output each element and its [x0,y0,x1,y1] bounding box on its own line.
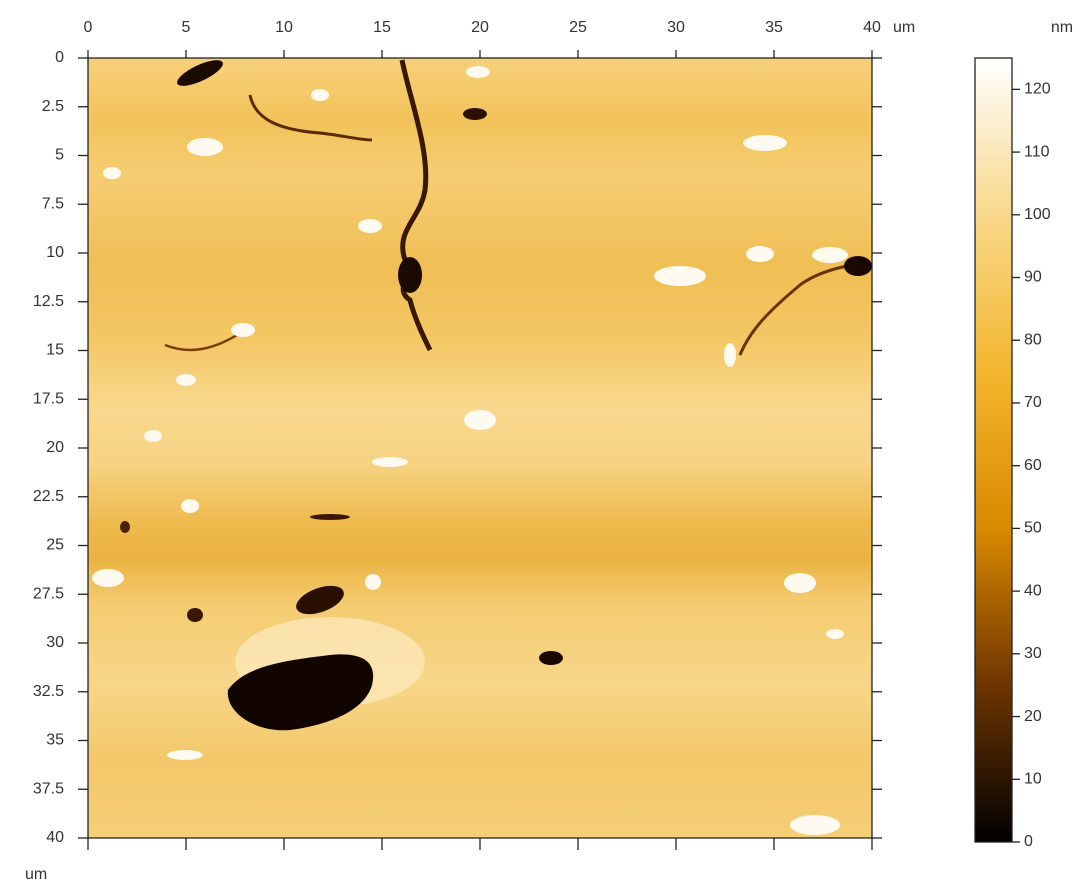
y-tick-label: 40 [46,829,64,846]
y-tick-label: 17.5 [33,390,64,407]
chart: um um nm 0 5 10 15 20 25 30 35 40 0 2.5 5 7.5 10 12.5 1… [0,0,1086,885]
colorbar-tick-label: 30 [1024,645,1042,662]
colorbar-tick-label: 120 [1024,81,1051,98]
y-tick-label: 22.5 [33,488,64,505]
x-tick-label: 35 [765,19,783,36]
y-tick-label: 12.5 [33,293,64,310]
colorbar-tick-label: 10 [1024,770,1042,787]
y-tick-label: 10 [46,244,64,261]
y-tick-label: 15 [46,342,64,359]
colorbar-tick-label: 100 [1024,206,1051,223]
y-tick-label: 35 [46,732,64,749]
colorbar-tick-label: 110 [1024,143,1050,160]
y-unit: um [25,866,47,883]
x-tick-label: 25 [569,19,587,36]
x-tick-label: 10 [275,19,293,36]
colorbar-tick-label: 20 [1024,708,1042,725]
x-tick-label: 15 [373,19,391,36]
y-tick-label: 0 [55,49,64,66]
colorbar-tick-label: 50 [1024,520,1042,537]
x-unit: um [893,19,915,36]
colorbar [975,58,1012,842]
colorbar-tick-label: 80 [1024,331,1042,348]
colorbar-tick-label: 60 [1024,457,1042,474]
afm-image [88,55,872,838]
x-tick-label: 0 [84,19,93,36]
x-tick-label: 20 [471,19,489,36]
y-tick-label: 32.5 [33,683,64,700]
colorbar-label: nm [1051,19,1073,36]
y-tick-label: 20 [46,439,64,456]
x-tick-label: 5 [182,19,191,36]
x-tick-label: 40 [863,19,881,36]
y-tick-label: 25 [46,537,64,554]
y-tick-label: 37.5 [33,780,64,797]
colorbar-tick-label: 70 [1024,394,1042,411]
y-tick-label: 2.5 [42,98,64,115]
y-tick-label: 27.5 [33,585,64,602]
colorbar-tick-label: 90 [1024,269,1042,286]
colorbar-tick-label: 0 [1024,833,1033,850]
x-tick-label: 30 [667,19,685,36]
y-tick-label: 7.5 [42,195,64,212]
y-tick-label: 30 [46,634,64,651]
colorbar-tick-label: 40 [1024,582,1042,599]
y-tick-label: 5 [55,147,64,164]
